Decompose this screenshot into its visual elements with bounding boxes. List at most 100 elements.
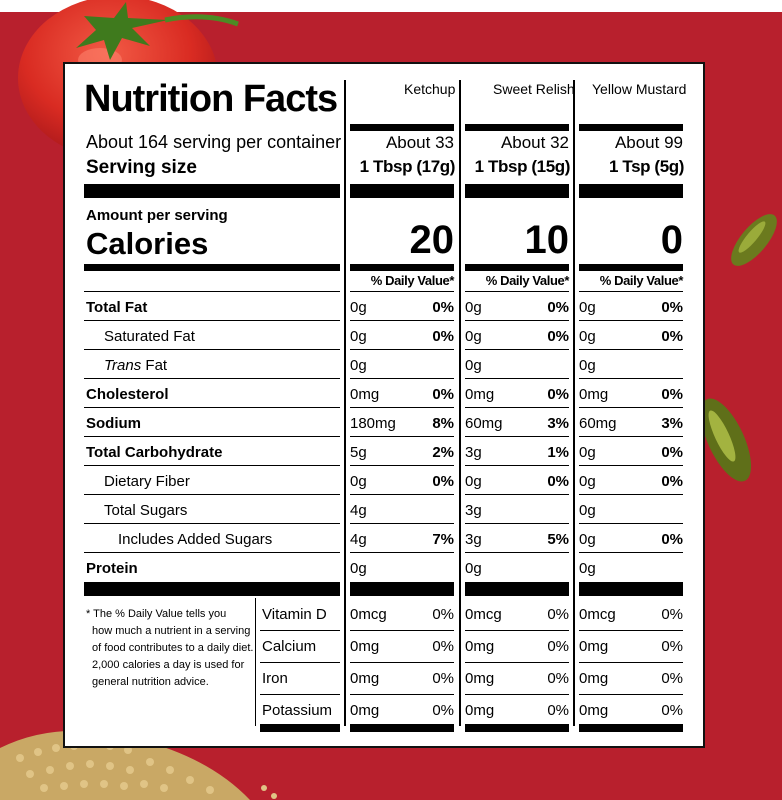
- row-rule: [465, 291, 569, 292]
- calories-ketchup: 20: [409, 218, 455, 262]
- vitamin-daily-value: 0%: [432, 670, 454, 687]
- vitamin-amount: 0mg: [465, 638, 495, 655]
- footnote-line: how much a nutrient in a serving: [92, 625, 251, 637]
- vitamin-daily-value: 0%: [432, 702, 454, 719]
- calories-sweet-relish: 10: [524, 218, 570, 262]
- row-rule: [350, 320, 454, 321]
- row-rule: [350, 407, 454, 408]
- row-rule: [350, 630, 454, 631]
- vitamin-label: Calcium: [262, 638, 317, 655]
- row-rule: [579, 494, 683, 495]
- calories-label: Calories: [86, 226, 209, 261]
- footnote-divider: [255, 598, 256, 726]
- nutrient-amount: 0g: [579, 560, 596, 577]
- row-rule: [84, 523, 340, 524]
- row-rule: [84, 494, 340, 495]
- row-rule: [579, 523, 683, 524]
- row-rule: [465, 552, 569, 553]
- row-rule: [579, 694, 683, 695]
- vitamin-amount: 0mg: [579, 670, 609, 687]
- vitamin-amount: 0mg: [350, 702, 380, 719]
- nutrient-amount: 4g: [350, 502, 367, 519]
- vitamin-amount: 0mcg: [579, 606, 616, 623]
- nutrition-facts-panel: [63, 62, 705, 748]
- row-rule: [579, 349, 683, 350]
- nutrient-daily-value: 0%: [547, 299, 569, 316]
- vitamin-daily-value: 0%: [661, 606, 683, 623]
- nutrient-label: Includes Added Sugars: [118, 531, 273, 548]
- footnote-line: 2,000 calories a day is used for: [92, 659, 245, 671]
- row-rule: [350, 494, 454, 495]
- vitamin-daily-value: 0%: [547, 702, 569, 719]
- serving-size-sweet-relish: 1 Tbsp (15g): [474, 157, 571, 176]
- calories-divider: [350, 264, 454, 271]
- amount-per-serving: Amount per serving: [86, 207, 228, 224]
- nutrient-amount: 0mg: [465, 386, 495, 403]
- row-rule: [465, 694, 569, 695]
- row-rule: [465, 349, 569, 350]
- nutrient-amount: 0g: [465, 473, 482, 490]
- nutrient-amount: 0g: [465, 560, 482, 577]
- footnote-line: * The % Daily Value tells you: [86, 608, 227, 620]
- nutrient-daily-value: 3%: [547, 415, 569, 432]
- nutrient-label-italic: Trans: [104, 357, 142, 374]
- vitamin-amount: 0mg: [579, 638, 609, 655]
- nutrient-label: Dietary Fiber: [104, 473, 190, 490]
- nutrient-amount: 0g: [579, 531, 596, 548]
- nutrient-amount: 0g: [350, 473, 367, 490]
- row-rule: [465, 523, 569, 524]
- nutrient-daily-value: 2%: [432, 444, 454, 461]
- vitamin-daily-value: 0%: [661, 670, 683, 687]
- calories-yellow-mustard: 0: [660, 218, 683, 262]
- nutrient-label-suffix: Fat: [141, 357, 168, 374]
- calories-divider: [84, 264, 340, 271]
- row-rule: [579, 436, 683, 437]
- pickle-image: [700, 398, 752, 482]
- nutrient-amount: 0g: [350, 328, 367, 345]
- nutrient-label: Total Sugars: [104, 502, 188, 519]
- nutrient-daily-value: 8%: [432, 415, 454, 432]
- row-rule: [84, 552, 340, 553]
- nutrient-daily-value: 0%: [661, 299, 683, 316]
- protein-divider: [84, 582, 340, 596]
- bottom-bar: [260, 724, 340, 732]
- vitamin-daily-value: 0%: [661, 702, 683, 719]
- row-rule: [579, 291, 683, 292]
- label-title: Nutrition Facts: [84, 78, 338, 120]
- servings-ketchup: About 33: [385, 133, 454, 152]
- nutrient-daily-value: 0%: [661, 473, 683, 490]
- row-rule: [465, 407, 569, 408]
- row-rule: [465, 465, 569, 466]
- vitamin-label: Iron: [262, 670, 288, 687]
- nutrient-daily-value: 3%: [661, 415, 683, 432]
- vitamin-amount: 0mg: [350, 670, 380, 687]
- serving-size-label: Serving size: [86, 157, 197, 178]
- nutrient-label: Cholesterol: [86, 386, 169, 403]
- nutrient-label: Sodium: [86, 415, 141, 432]
- column-divider: [459, 80, 461, 726]
- row-rule: [465, 662, 569, 663]
- protein-divider: [350, 582, 454, 596]
- nutrient-daily-value: 0%: [432, 328, 454, 345]
- row-rule: [350, 436, 454, 437]
- nutrient-amount: 0g: [465, 328, 482, 345]
- nutrient-daily-value: 0%: [547, 386, 569, 403]
- nutrient-amount: 0g: [579, 473, 596, 490]
- vitamin-daily-value: 0%: [432, 638, 454, 655]
- vitamin-daily-value: 0%: [661, 638, 683, 655]
- daily-value-header-ketchup: % Daily Value*: [370, 273, 455, 288]
- nutrient-daily-value: 0%: [432, 473, 454, 490]
- servings-per-container: About 164 serving per container: [86, 132, 342, 152]
- row-rule: [465, 378, 569, 379]
- row-rule: [260, 694, 340, 695]
- row-rule: [84, 465, 340, 466]
- nutrient-amount: 0g: [350, 357, 367, 374]
- vitamin-amount: 0mcg: [350, 606, 387, 623]
- nutrient-daily-value: 0%: [547, 473, 569, 490]
- nutrient-amount: 0mg: [350, 386, 380, 403]
- nutrient-amount: 3g: [465, 502, 482, 519]
- nutrient-amount: 3g: [465, 444, 482, 461]
- bottom-bar: [350, 724, 454, 732]
- serving-size-yellow-mustard: 1 Tsp (5g): [608, 157, 684, 176]
- nutrient-daily-value: 0%: [432, 299, 454, 316]
